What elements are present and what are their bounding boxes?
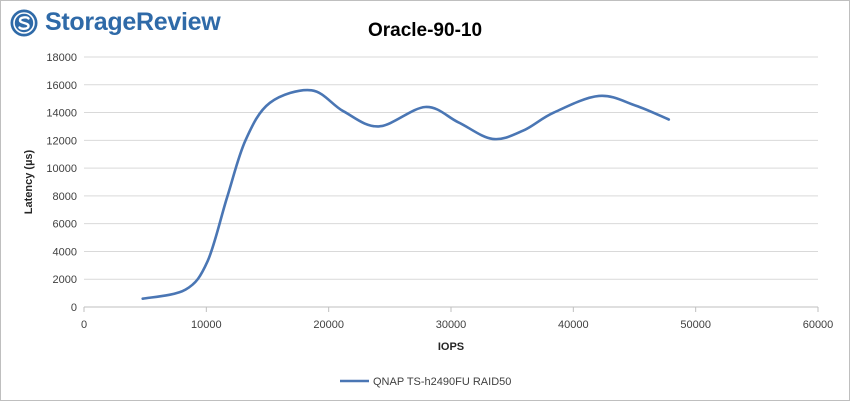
y-axis-title: Latency (µs) bbox=[23, 149, 35, 214]
x-tick-label: 10000 bbox=[191, 319, 222, 331]
x-tick-label: 20000 bbox=[313, 319, 344, 331]
x-tick-label: 50000 bbox=[680, 319, 711, 331]
x-tick-label: 0 bbox=[81, 319, 87, 331]
gridlines bbox=[84, 56, 818, 280]
chart-title: Oracle-90-10 bbox=[368, 20, 482, 41]
y-axis-ticks: 0 2000 4000 6000 8000 10000 12000 14000 16000 180… bbox=[46, 52, 77, 314]
x-tick-label: 30000 bbox=[436, 319, 467, 331]
storagereview-logo: StorageReview bbox=[9, 7, 229, 39]
brand-name: StorageReview bbox=[45, 8, 221, 36]
x-axis-ticks: 0 10000 20000 30000 40000 50000 60000 bbox=[81, 307, 833, 331]
legend: QNAP TS-h2490FU RAID50 bbox=[340, 376, 511, 388]
series-line bbox=[141, 88, 671, 300]
y-tick-label: 6000 bbox=[53, 219, 77, 231]
y-tick-label: 14000 bbox=[46, 108, 77, 120]
storagereview-logo-icon bbox=[10, 9, 38, 37]
y-tick-label: 2000 bbox=[53, 274, 77, 286]
y-tick-label: 8000 bbox=[53, 191, 77, 203]
y-tick-label: 16000 bbox=[46, 80, 77, 92]
y-tick-label: 0 bbox=[71, 302, 77, 314]
y-tick-label: 18000 bbox=[46, 52, 77, 64]
legend-label: QNAP TS-h2490FU RAID50 bbox=[373, 376, 511, 388]
y-tick-label: 4000 bbox=[53, 246, 77, 258]
x-tick-label: 40000 bbox=[558, 319, 589, 331]
x-tick-label: 60000 bbox=[803, 319, 834, 331]
x-axis-title: IOPS bbox=[438, 341, 464, 353]
series-group bbox=[141, 88, 671, 300]
y-tick-label: 10000 bbox=[46, 163, 77, 175]
y-tick-label: 12000 bbox=[46, 135, 77, 147]
